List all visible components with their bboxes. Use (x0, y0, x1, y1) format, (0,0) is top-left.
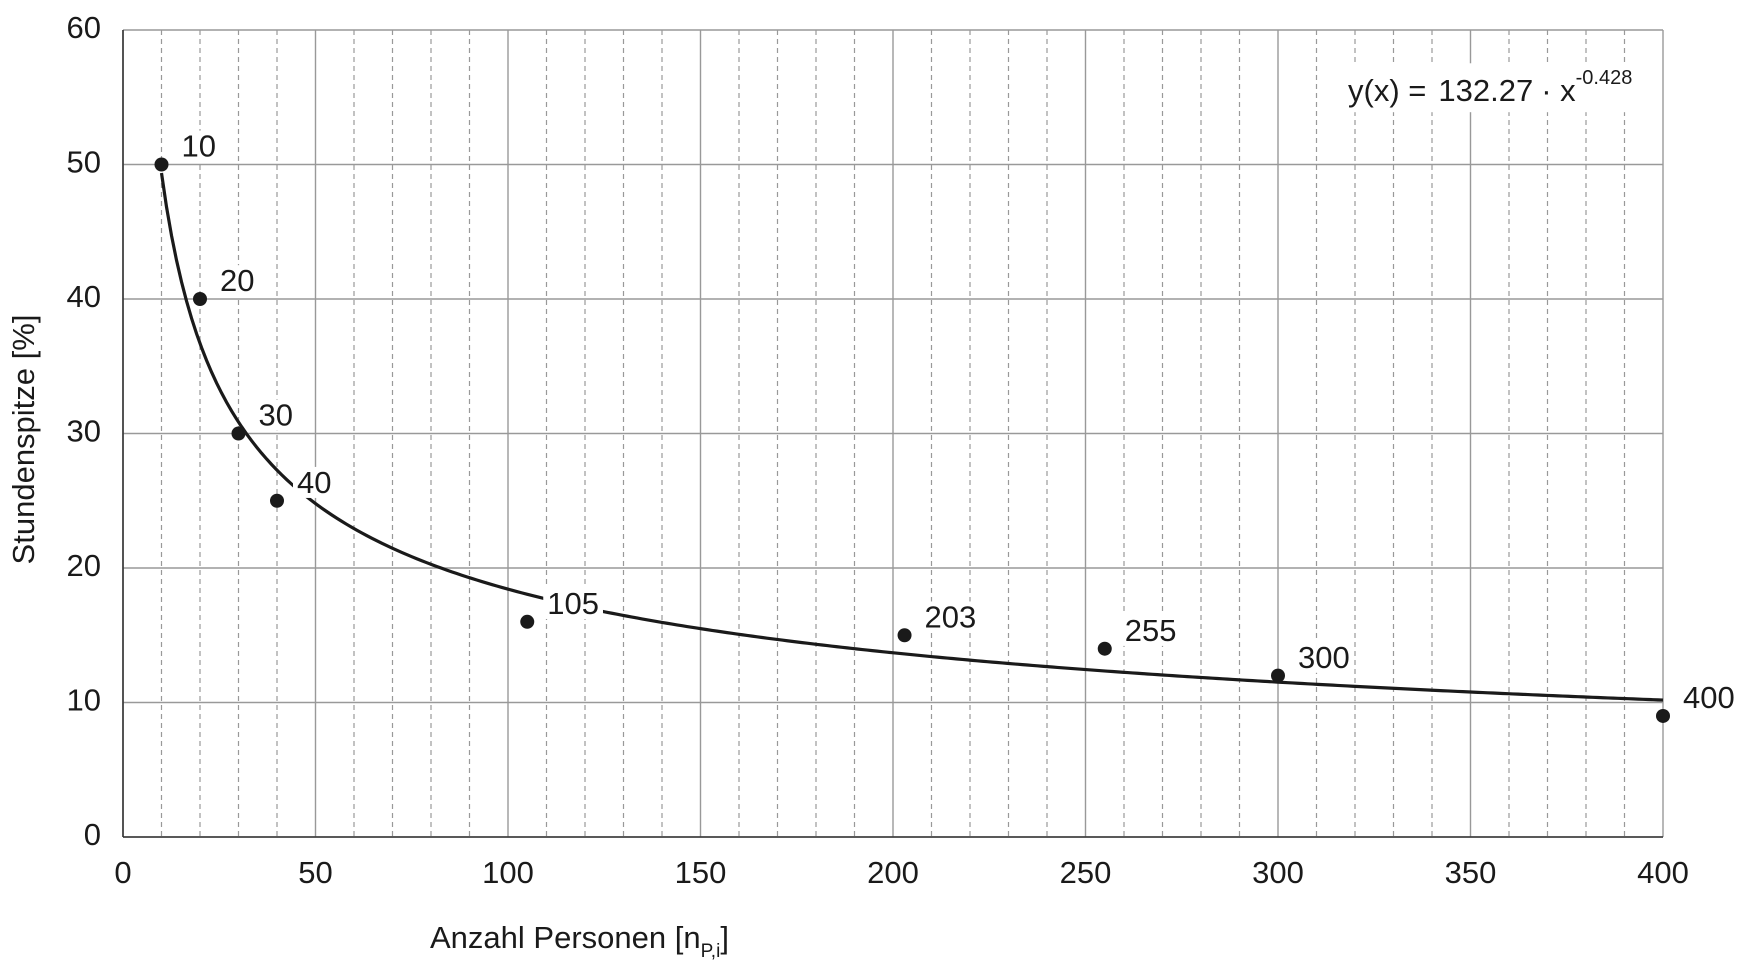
x-axis-title: Anzahl Personen [nP,i] (430, 920, 729, 962)
data-point (897, 628, 912, 643)
x-tick-label: 200 (867, 855, 919, 890)
data-label-group: 30 (254, 398, 297, 433)
data-point (231, 426, 246, 441)
x-tick-label: 250 (1060, 855, 1112, 890)
data-label: 400 (1683, 680, 1735, 715)
x-axis-title-main: Anzahl Personen [n (430, 920, 701, 955)
data-label: 203 (925, 599, 977, 634)
x-tick-label: 100 (482, 855, 534, 890)
y-tick-label: 20 (67, 548, 101, 583)
data-label-bg (177, 130, 220, 162)
y-tick-label: 60 (67, 10, 101, 45)
data-label-group: 40 (293, 465, 336, 500)
fit-equation-bg (1338, 63, 1643, 113)
fit-curve (159, 172, 1664, 702)
fit-times: · x (1541, 73, 1576, 108)
fit-prefix: y(x) = (1348, 73, 1426, 108)
data-label-group: 400 (1679, 680, 1737, 715)
data-label: 300 (1298, 640, 1350, 675)
data-point (193, 292, 207, 306)
x-tick-label: 150 (675, 855, 727, 890)
data-label-group: 203 (920, 599, 981, 634)
data-label: 10 (182, 129, 216, 164)
data-label-bg (1294, 641, 1354, 673)
y-tick-label: 0 (84, 817, 101, 852)
y-tick-label: 50 (67, 145, 101, 180)
x-tick-label: 0 (114, 855, 131, 890)
x-tick-label: 350 (1445, 855, 1497, 890)
data-label-group: 20 (216, 263, 259, 298)
data-point (1656, 708, 1670, 723)
data-label: 255 (1125, 613, 1177, 648)
y-tick-label: 40 (67, 279, 101, 314)
data-label-group: 105 (543, 586, 603, 621)
data-label-group: 255 (1120, 613, 1181, 648)
x-axis-title-end: ] (720, 920, 729, 955)
y-axis-title: Stundenspitze [%] (6, 315, 41, 565)
data-label-bg (920, 601, 981, 633)
data-label-bg (543, 587, 603, 619)
data-point (520, 614, 535, 629)
y-tick-label: 30 (67, 414, 101, 449)
data-label: 40 (297, 465, 331, 500)
data-label-bg (216, 265, 259, 297)
y-tick-label: 10 (67, 683, 101, 718)
x-tick-label: 50 (298, 855, 332, 890)
data-label: 105 (547, 586, 599, 621)
x-axis-title-sub: P,i (701, 941, 721, 962)
data-label: 30 (259, 398, 293, 433)
data-label-bg (293, 466, 336, 498)
data-label: 20 (220, 263, 254, 298)
data-label-bg (1679, 682, 1737, 714)
data-point (1271, 668, 1285, 683)
data-label-bg (1120, 614, 1181, 646)
data-point (1097, 641, 1112, 656)
data-label-group: 300 (1294, 640, 1354, 675)
data-label-bg (254, 399, 297, 431)
data-label-group: 10 (177, 129, 220, 164)
data-point (270, 493, 284, 508)
x-tick-label: 300 (1252, 855, 1304, 890)
fit-exponent: -0.428 (1576, 67, 1633, 89)
fit-coefficient: 132.27 (1438, 73, 1533, 108)
fit-equation: y(x) = 132.27 · x-0.428 (1348, 67, 1632, 108)
data-point (154, 157, 169, 172)
x-tick-label: 400 (1637, 855, 1689, 890)
